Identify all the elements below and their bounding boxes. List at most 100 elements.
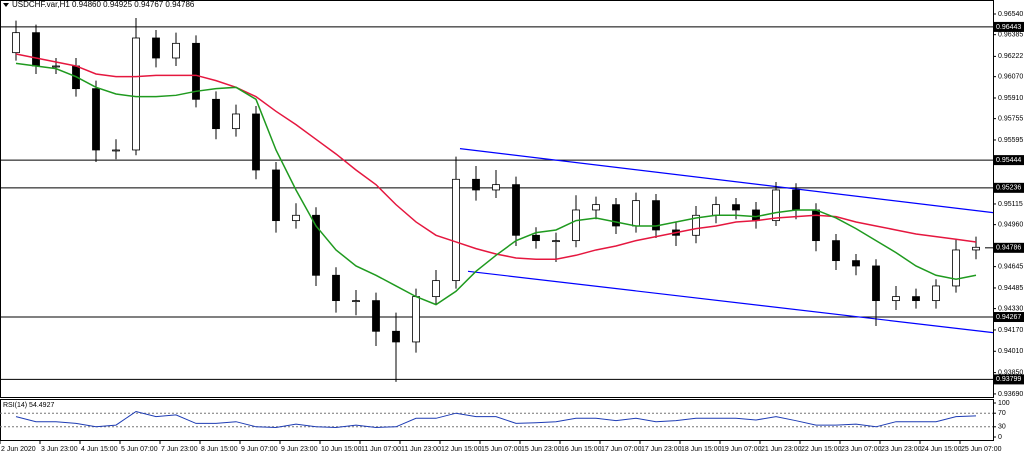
y-tick-label: 0.94170 bbox=[998, 327, 1023, 334]
x-tick-label: 8 Jun 15:00 bbox=[201, 446, 238, 453]
candle-body bbox=[792, 189, 800, 211]
candle-body bbox=[152, 37, 160, 59]
x-tick-label: 7 Jun 23:00 bbox=[161, 446, 198, 453]
level-label: 0.95444 bbox=[996, 157, 1021, 164]
candle-body bbox=[412, 296, 420, 343]
x-tick-label: 23 Jun 07:00 bbox=[841, 446, 882, 453]
candle-body bbox=[532, 234, 540, 242]
rsi-tick-label: 30 bbox=[998, 424, 1006, 431]
x-tick-label: 12 Jun 15:00 bbox=[441, 446, 482, 453]
candle-body bbox=[652, 200, 660, 231]
x-tick-label: 21 Jun 23:00 bbox=[761, 446, 802, 453]
rsi-line bbox=[15, 410, 977, 428]
x-tick-label: 9 Jun 23:00 bbox=[281, 446, 318, 453]
candle-body bbox=[972, 246, 980, 251]
x-tick-label: 17 Jun 07:00 bbox=[601, 446, 642, 453]
rsi-label: RSI(14) 54.4927 bbox=[3, 402, 54, 409]
level-label-box bbox=[994, 21, 1024, 32]
chart-header: USDCHF.var,H1 0.94860 0.94925 0.94767 0.… bbox=[12, 0, 195, 9]
y-tick-label: 0.96540 bbox=[998, 11, 1023, 18]
channel-line bbox=[467, 270, 994, 334]
level-label: 0.93799 bbox=[996, 376, 1021, 383]
x-tick-label: 18 Jun 15:00 bbox=[681, 446, 722, 453]
candle-body bbox=[392, 330, 400, 343]
candle-body bbox=[212, 98, 220, 130]
candle-body bbox=[292, 214, 300, 222]
level-label: 0.96443 bbox=[996, 24, 1021, 31]
candle-body bbox=[552, 240, 560, 243]
x-tick-label: 10 Jun 15:00 bbox=[321, 446, 362, 453]
candle-body bbox=[752, 209, 760, 222]
x-tick-label: 25 Jun 07:00 bbox=[961, 446, 1002, 453]
candle-body bbox=[432, 280, 440, 298]
candle-body bbox=[932, 285, 940, 302]
x-tick-label: 19 Jun 07:00 bbox=[721, 446, 762, 453]
candle-body bbox=[192, 42, 200, 100]
y-tick-label: 0.94960 bbox=[998, 221, 1023, 228]
candle-body bbox=[32, 32, 40, 67]
y-tick-label: 0.95755 bbox=[998, 115, 1023, 122]
y-tick-label: 0.93850 bbox=[998, 369, 1023, 376]
level-label-box bbox=[994, 374, 1024, 385]
x-tick-label: 23 Jun 23:00 bbox=[881, 446, 922, 453]
level-label-box bbox=[994, 182, 1024, 193]
candle-body bbox=[172, 42, 180, 59]
candle-body bbox=[12, 32, 20, 54]
candle-body bbox=[732, 204, 740, 211]
x-tick-label: 2 Jun 2020 bbox=[1, 446, 36, 453]
candle-body bbox=[112, 149, 120, 152]
candle-body bbox=[252, 113, 260, 171]
level-label: 0.94267 bbox=[996, 314, 1021, 321]
y-tick-label: 0.96385 bbox=[998, 32, 1023, 39]
candle-body bbox=[512, 184, 520, 236]
x-tick-label: 16 Jun 15:00 bbox=[561, 446, 602, 453]
level-label-box bbox=[994, 312, 1024, 323]
y-tick-label: 0.96222 bbox=[998, 53, 1023, 60]
candle-body bbox=[92, 88, 100, 151]
candle-body bbox=[912, 296, 920, 302]
y-tick-label: 0.96070 bbox=[998, 73, 1023, 80]
candle-body bbox=[572, 209, 580, 242]
y-tick-label: 0.94010 bbox=[998, 348, 1023, 355]
candle-body bbox=[272, 169, 280, 222]
x-tick-label: 3 Jun 23:00 bbox=[41, 446, 78, 453]
candle-body bbox=[472, 178, 480, 191]
x-tick-label: 9 Jun 07:00 bbox=[241, 446, 278, 453]
x-tick-label: 5 Jun 07:00 bbox=[121, 446, 158, 453]
candle-body bbox=[832, 240, 840, 262]
candle-body bbox=[692, 214, 700, 236]
candle-body bbox=[232, 113, 240, 130]
y-tick-label: 0.94485 bbox=[998, 285, 1023, 292]
rsi-tick-label: 100 bbox=[998, 400, 1010, 407]
moving-average bbox=[15, 62, 977, 306]
current-price-label: 0.94786 bbox=[996, 245, 1021, 252]
y-tick-label: 0.95910 bbox=[998, 95, 1023, 102]
candle-body bbox=[132, 37, 140, 151]
x-tick-label: 15 Jun 23:00 bbox=[521, 446, 562, 453]
x-tick-label: 4 Jun 15:00 bbox=[81, 446, 118, 453]
rsi-frame bbox=[0, 399, 994, 441]
candle-body bbox=[332, 274, 340, 302]
level-label: 0.95236 bbox=[996, 185, 1021, 192]
x-tick-label: 24 Jun 15:00 bbox=[921, 446, 962, 453]
candle-body bbox=[632, 200, 640, 227]
y-tick-label: 0.93690 bbox=[998, 391, 1023, 398]
x-tick-label: 11 Jun 23:00 bbox=[401, 446, 441, 453]
moving-average bbox=[15, 53, 977, 261]
candle-body bbox=[312, 214, 320, 276]
y-tick-label: 0.95115 bbox=[998, 201, 1023, 208]
candle-body bbox=[872, 265, 880, 302]
main-frame bbox=[0, 0, 994, 398]
current-price-box bbox=[994, 242, 1024, 253]
candle-body bbox=[592, 204, 600, 211]
candle-body bbox=[712, 204, 720, 216]
candle-body bbox=[772, 189, 780, 222]
y-tick-label: 0.94330 bbox=[998, 305, 1023, 312]
candle-body bbox=[372, 300, 380, 332]
candle-body bbox=[452, 178, 460, 282]
candle-body bbox=[52, 65, 60, 68]
menu-arrow[interactable] bbox=[3, 3, 9, 7]
x-tick-label: 22 Jun 15:00 bbox=[801, 446, 842, 453]
level-label-box bbox=[994, 155, 1024, 166]
